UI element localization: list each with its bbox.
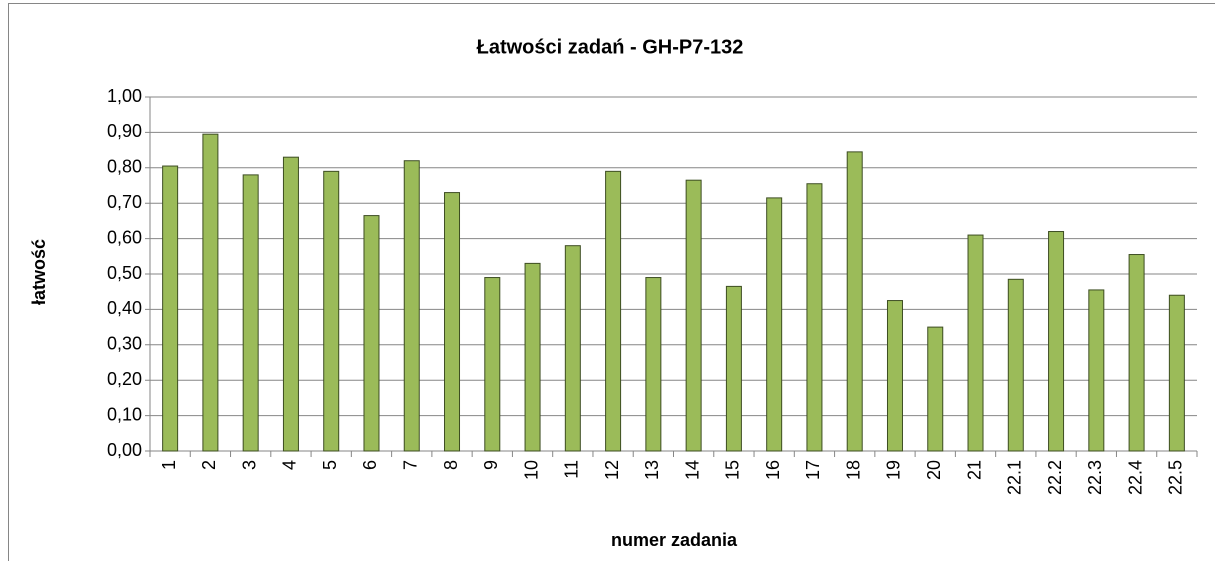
bar	[242, 174, 259, 452]
x-tick-label: 14	[682, 460, 702, 480]
y-axis-title: łatwość	[29, 239, 49, 305]
bar	[444, 192, 461, 452]
x-tick-label: 22.3	[1085, 460, 1105, 495]
bar	[766, 197, 783, 452]
y-tick-label: 1,00	[107, 86, 142, 106]
chart-title: Łatwości zadań - GH-P7-132	[477, 36, 744, 58]
y-tick-label: 0,80	[107, 157, 142, 177]
x-tick-label: 4	[280, 460, 300, 470]
y-tick-label: 0,00	[107, 440, 142, 460]
x-tick-label: 6	[360, 460, 380, 470]
y-tick-label: 0,10	[107, 404, 142, 424]
bar	[927, 326, 944, 452]
bar	[886, 300, 903, 452]
bar	[524, 262, 541, 452]
x-axis-title: numer zadania	[611, 530, 738, 550]
x-tick-label: 22.1	[1005, 460, 1025, 495]
x-tick-label: 12	[602, 460, 622, 480]
x-tick-label: 22.5	[1166, 460, 1186, 495]
bar	[846, 151, 863, 452]
x-tick-label: 16	[763, 460, 783, 480]
x-tick-label: 17	[803, 460, 823, 480]
y-tick-label: 0,30	[107, 334, 142, 354]
bar	[1007, 278, 1024, 452]
x-tick-label: 3	[239, 460, 259, 470]
bar	[1088, 289, 1105, 452]
bar	[806, 183, 823, 452]
bar	[202, 133, 219, 452]
bar	[725, 285, 742, 452]
y-tick-label: 0,50	[107, 263, 142, 283]
x-tick-label: 19	[884, 460, 904, 480]
x-tick-label: 7	[401, 460, 421, 470]
bar	[162, 165, 179, 452]
bar	[685, 179, 702, 452]
y-tick-label: 0,20	[107, 369, 142, 389]
x-tick-label: 13	[642, 460, 662, 480]
bar	[1048, 231, 1065, 452]
bar	[1128, 254, 1145, 452]
y-tick-label: 0,70	[107, 192, 142, 212]
x-tick-label: 22.4	[1125, 460, 1145, 495]
bar	[967, 234, 984, 452]
x-tick-label: 21	[964, 460, 984, 480]
x-tick-label: 22.2	[1045, 460, 1065, 495]
y-tick-label: 0,60	[107, 227, 142, 247]
chart-frame	[8, 3, 1215, 561]
bar	[645, 277, 662, 452]
bar	[323, 170, 340, 452]
x-tick-label: 20	[924, 460, 944, 480]
x-tick-label: 15	[723, 460, 743, 480]
x-tick-label: 5	[320, 460, 340, 470]
x-tick-label: 10	[521, 460, 541, 480]
bar	[282, 156, 299, 452]
bar	[363, 215, 380, 452]
x-tick-label: 9	[481, 460, 501, 470]
x-tick-label: 11	[562, 460, 582, 479]
x-tick-label: 18	[843, 460, 863, 480]
bar	[605, 170, 622, 452]
bar	[1168, 294, 1185, 452]
x-tick-label: 1	[159, 460, 179, 470]
y-tick-label: 0,90	[107, 121, 142, 141]
bar	[484, 277, 501, 452]
x-tick-label: 2	[199, 460, 219, 470]
bar	[564, 245, 581, 452]
y-tick-label: 0,40	[107, 298, 142, 318]
x-tick-label: 8	[441, 460, 461, 470]
bar	[403, 160, 420, 452]
